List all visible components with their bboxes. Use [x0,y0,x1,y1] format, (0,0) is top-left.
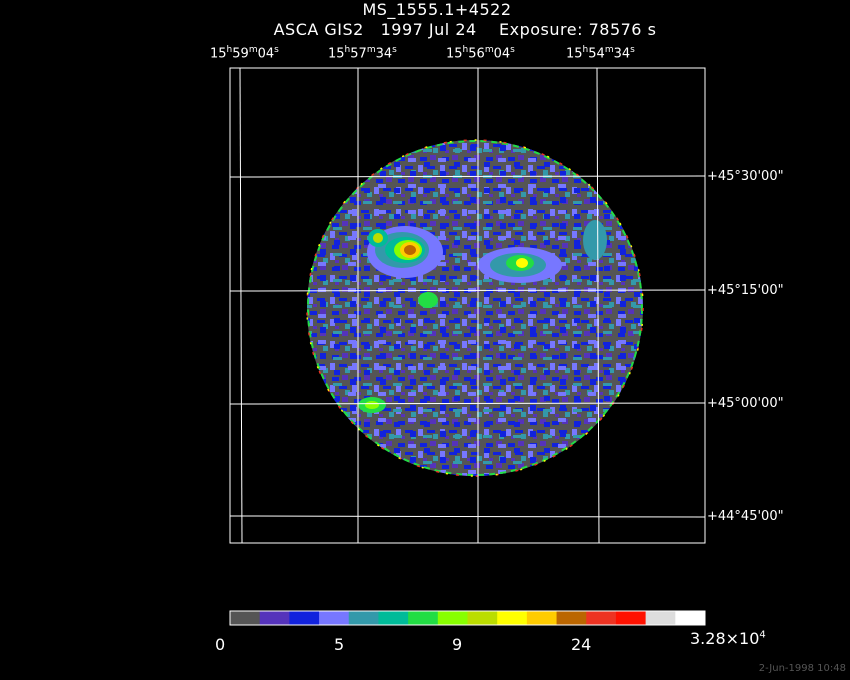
colorbar-frame [229,610,706,626]
colorbar-swatch [497,611,528,625]
timestamp-footer: 2-Jun-1998 10:48 [758,663,846,674]
colorbar-swatch [467,611,498,625]
image-title: MS_1555.1+4522 [362,0,512,19]
colorbar-swatch [586,611,617,625]
dec-label-4: +44°45'00" [707,509,784,524]
colorbar-swatch [615,611,647,625]
ra-label-4: 15h54m34s [566,45,635,62]
colorbar-swatch [675,611,706,625]
colorbar-swatch [526,611,558,625]
ra-label-3: 15h56m04s [446,45,515,62]
colorbar-label-min: 0 [215,635,226,654]
colorbar-swatch [259,611,290,625]
colorbar-swatch [408,611,439,625]
instrument-label: ASCA GIS2 [273,20,364,39]
ra-label-1: 15h59m04s [210,45,279,62]
colorbar-label-max: 3.28×104 [690,629,766,648]
colorbar-swatch [348,611,379,625]
colorbar-swatch [378,611,409,625]
detector-field [306,139,644,477]
colorbar-swatch [556,611,587,625]
colorbar-swatch [645,611,676,625]
colorbar-swatch [319,611,350,625]
dec-label-3: +45°00'00" [707,396,784,411]
colorbar-swatch [437,611,468,625]
colorbar-label-2: 5 [334,635,345,654]
colorbar [229,610,706,626]
ra-label-2: 15h57m34s [328,45,397,62]
dec-label-1: +45°30'00" [707,169,784,184]
colorbar-swatch [230,611,261,625]
source-emission [358,220,607,413]
observation-date: 1997 Jul 24 [380,20,477,39]
colorbar-label-3: 9 [452,635,463,654]
colorbar-label-4: 24 [571,635,592,654]
image-subtitle: ASCA GIS2 1997 Jul 24 Exposure: 78576 s [40,20,850,39]
exposure-label: Exposure: 78576 s [499,20,657,39]
colorbar-swatch [289,611,320,625]
coordinate-grid [229,67,706,544]
dec-label-2: +45°15'00" [707,283,784,298]
